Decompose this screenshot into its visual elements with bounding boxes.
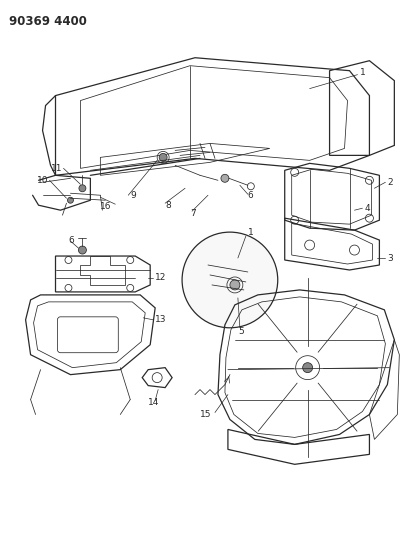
Text: 15: 15 xyxy=(200,410,212,419)
Text: 4: 4 xyxy=(364,204,370,213)
Text: 14: 14 xyxy=(148,398,160,407)
Circle shape xyxy=(182,232,278,328)
Text: 1: 1 xyxy=(248,228,254,237)
Text: 13: 13 xyxy=(155,316,166,324)
Circle shape xyxy=(159,154,167,161)
Text: 2: 2 xyxy=(387,178,393,187)
Circle shape xyxy=(230,280,240,290)
Text: 5: 5 xyxy=(238,327,244,336)
Text: 90369 4400: 90369 4400 xyxy=(9,15,87,28)
Text: 10: 10 xyxy=(37,176,48,185)
Circle shape xyxy=(303,362,313,373)
Text: 6: 6 xyxy=(68,236,74,245)
Circle shape xyxy=(221,174,229,182)
Text: 3: 3 xyxy=(387,254,393,263)
Text: 12: 12 xyxy=(155,273,166,282)
Text: 16: 16 xyxy=(101,201,112,211)
Text: 7: 7 xyxy=(190,209,196,217)
Circle shape xyxy=(68,197,73,203)
Text: 11: 11 xyxy=(51,164,63,173)
Circle shape xyxy=(79,246,86,254)
Circle shape xyxy=(79,185,86,192)
Text: 9: 9 xyxy=(130,191,136,200)
Text: 1: 1 xyxy=(359,68,365,77)
Text: 8: 8 xyxy=(165,201,171,209)
Text: 6: 6 xyxy=(248,191,254,200)
